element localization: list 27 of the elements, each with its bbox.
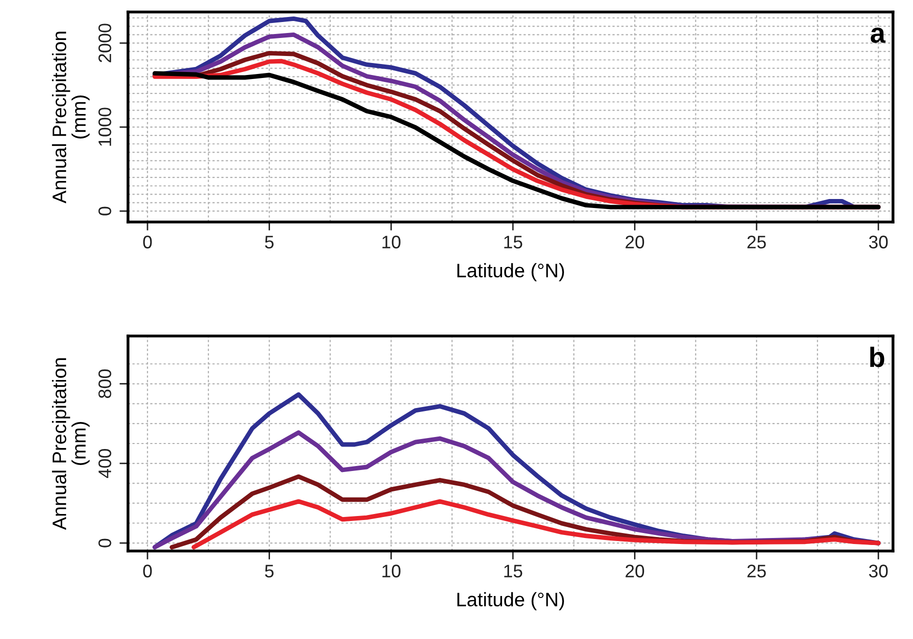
y-axis-title: Annual Precipitation (mm) <box>52 32 90 204</box>
x-tick-label: 20 <box>626 236 644 248</box>
y-tick-label: 1000 <box>98 108 112 146</box>
y-tick-label: 800 <box>98 369 112 398</box>
x-tick-label: 0 <box>143 236 152 248</box>
x-tick-label: 30 <box>869 236 888 248</box>
x-tick-label: 10 <box>382 236 400 248</box>
x-axis-title: Latitude (°N) <box>457 592 564 610</box>
x-tick-label: 5 <box>265 236 274 248</box>
x-tick-label: 15 <box>504 236 522 248</box>
y-tick-label: 0 <box>98 206 112 216</box>
annotation: a <box>870 28 886 43</box>
x-tick-label: 10 <box>382 564 400 578</box>
x-tick-label: 30 <box>869 564 888 578</box>
y-axis-title: Annual Precipitation (mm) <box>52 358 90 530</box>
x-axis-title: Latitude (°N) <box>457 263 564 282</box>
x-tick-label: 5 <box>265 564 274 578</box>
x-tick-label: 25 <box>747 564 766 578</box>
y-tick-label: 400 <box>98 449 112 478</box>
y-tick-label: 2000 <box>98 24 112 62</box>
x-tick-label: 20 <box>626 564 644 578</box>
y-tick-label: 0 <box>98 538 112 548</box>
line-series <box>192 499 881 550</box>
x-tick-label: 0 <box>143 564 152 578</box>
x-tick-label: 15 <box>504 564 522 578</box>
x-tick-label: 25 <box>747 236 766 248</box>
annotation: b <box>870 346 884 368</box>
